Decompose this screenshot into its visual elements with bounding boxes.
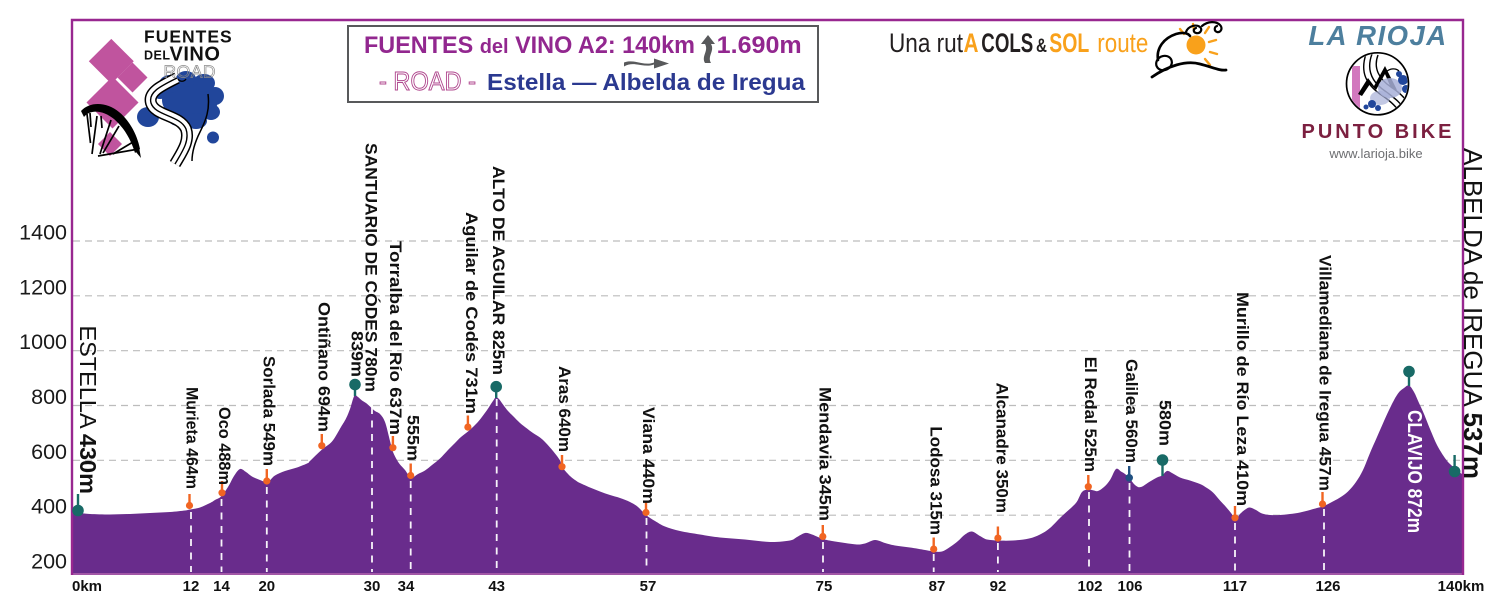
svg-text:126: 126 [1315,578,1340,595]
svg-text:580m: 580m [1155,400,1174,446]
svg-text:1000: 1000 [19,330,67,354]
svg-text:El Redal 525m: El Redal 525m [1081,357,1100,472]
svg-text:600: 600 [31,440,67,464]
svg-text:CLAVIJO 872m: CLAVIJO 872m [1403,410,1425,533]
svg-text:Alcanadre 350m: Alcanadre 350m [992,383,1011,513]
svg-text:Aguilar de Codés 731m: Aguilar de Codés 731m [462,212,481,414]
svg-text:43: 43 [488,578,505,595]
svg-text:30: 30 [364,578,381,595]
svg-text:VINO: VINO [170,44,221,66]
svg-text:1400: 1400 [19,221,67,245]
svg-text:Aras 640m: Aras 640m [555,366,574,452]
svg-text:Estella — Albelda de Iregua: Estella — Albelda de Iregua [487,69,806,95]
svg-text:FUENTES del VINO A2: 140km: FUENTES del VINO A2: 140km [364,32,695,59]
svg-text:Una rut: Una rut [889,28,964,58]
svg-text:102: 102 [1077,578,1102,595]
svg-text:200: 200 [31,550,67,574]
svg-text:87: 87 [929,578,946,595]
svg-text:57: 57 [640,578,657,595]
svg-text:&: & [1036,36,1047,57]
svg-text:117: 117 [1223,578,1247,595]
svg-text:34: 34 [398,578,415,595]
svg-text:- ROAD -: - ROAD - [379,66,476,96]
svg-text:400: 400 [31,495,67,519]
svg-text:Oco 488m: Oco 488m [215,407,234,485]
svg-text:Torralba del Río 637m: Torralba del Río 637m [386,241,405,435]
svg-text:SANTUARIO DE CÓDES 780m: SANTUARIO DE CÓDES 780m [361,143,380,392]
svg-text:Galilea 560m: Galilea 560m [1122,359,1141,463]
svg-text:20: 20 [258,578,275,595]
svg-text:Viana 440m: Viana 440m [639,407,658,504]
svg-text:0km: 0km [72,578,102,595]
svg-text:Murillo de Río Leza 410m: Murillo de Río Leza 410m [1233,292,1252,506]
svg-text:www.larioja.bike: www.larioja.bike [1328,146,1422,161]
svg-text:12: 12 [183,578,200,595]
svg-text:106: 106 [1117,578,1142,595]
svg-text:Villamediana de Iregua 457m: Villamediana de Iregua 457m [1315,255,1334,491]
svg-text:Ontiñano 694m: Ontiñano 694m [315,302,334,432]
svg-text:140km: 140km [1438,578,1485,595]
svg-text:1200: 1200 [19,275,67,299]
svg-text:PUNTO BIKE: PUNTO BIKE [1302,121,1455,143]
svg-text:ALTO DE AGUILAR 825m: ALTO DE AGUILAR 825m [489,166,508,375]
svg-text:ROAD: ROAD [164,62,217,82]
svg-text:ESTELLA 430m: ESTELLA 430m [75,325,101,494]
svg-text:92: 92 [990,578,1007,595]
svg-text:800: 800 [31,385,67,409]
svg-text:COLS: COLS [981,28,1033,58]
svg-text:Sorlada 549m: Sorlada 549m [260,356,279,466]
svg-text:A: A [964,28,979,58]
svg-text:Mendavia 345m: Mendavia 345m [816,387,835,521]
svg-text:DEL: DEL [144,49,171,63]
svg-text:Lodosa 315m: Lodosa 315m [927,426,946,535]
svg-text:75: 75 [816,578,833,595]
svg-text:LA RIOJA: LA RIOJA [1308,20,1447,51]
svg-text:route: route [1097,28,1148,58]
svg-text:Murieta 464m: Murieta 464m [182,387,201,489]
svg-text:SOL: SOL [1049,28,1089,58]
svg-text:14: 14 [213,578,230,595]
svg-text:839m: 839m [347,331,366,377]
svg-text:1.690m: 1.690m [717,32,802,59]
svg-text:ALBELDA de IREGUA 537m: ALBELDA de IREGUA 537m [1458,148,1488,479]
svg-text:555m: 555m [404,415,423,461]
svg-text:FUENTES: FUENTES [144,27,233,47]
